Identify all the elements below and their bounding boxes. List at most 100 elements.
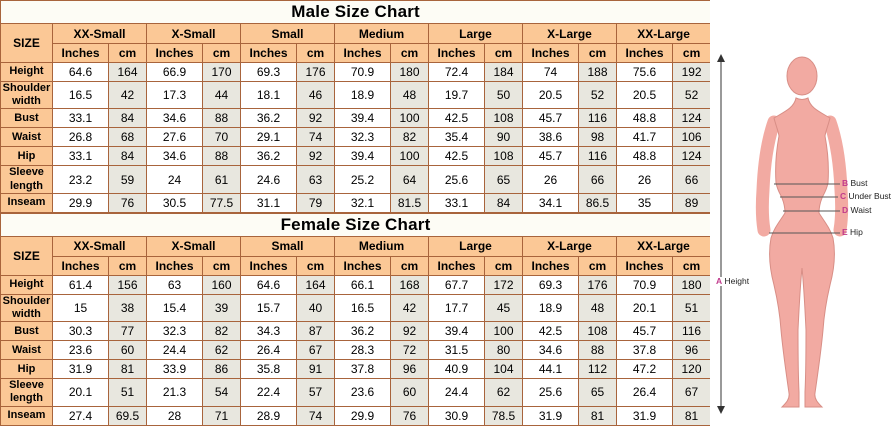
value-inches: 48.8 bbox=[616, 146, 673, 167]
unit-header-cm: cm bbox=[108, 43, 147, 63]
value-inches: 23.2 bbox=[52, 165, 109, 194]
height-arrow-bottom bbox=[717, 406, 725, 414]
value-inches: 27.4 bbox=[52, 405, 109, 426]
value-cm: 180 bbox=[390, 62, 429, 82]
value-cm: 38 bbox=[108, 293, 147, 323]
value-cm: 89 bbox=[671, 192, 712, 213]
value-inches: 23.6 bbox=[52, 340, 109, 361]
value-inches: 66.9 bbox=[146, 62, 203, 82]
value-inches: 23.6 bbox=[334, 378, 391, 407]
value-cm: 66 bbox=[671, 165, 712, 194]
size-column-header: SIZE bbox=[0, 23, 53, 63]
value-inches: 30.3 bbox=[52, 321, 109, 342]
value-cm: 82 bbox=[202, 321, 241, 342]
value-inches: 75.6 bbox=[616, 62, 673, 82]
value-inches: 70.9 bbox=[616, 274, 673, 295]
size-header: X-Large bbox=[522, 235, 617, 257]
value-cm: 91 bbox=[296, 359, 335, 380]
value-inches: 66.1 bbox=[334, 274, 391, 295]
value-cm: 188 bbox=[578, 62, 617, 82]
value-cm: 77 bbox=[108, 321, 147, 342]
value-cm: 64 bbox=[390, 165, 429, 194]
unit-header-cm: cm bbox=[390, 43, 429, 63]
value-cm: 172 bbox=[484, 274, 523, 295]
value-cm: 84 bbox=[108, 108, 147, 129]
value-inches: 26.4 bbox=[240, 340, 297, 361]
unit-header-cm: cm bbox=[671, 43, 712, 63]
value-inches: 42.5 bbox=[522, 321, 579, 342]
value-inches: 30.5 bbox=[146, 192, 203, 213]
value-inches: 44.1 bbox=[522, 359, 579, 380]
measurement-label: Shoulder width bbox=[0, 293, 53, 323]
value-cm: 104 bbox=[484, 359, 523, 380]
value-inches: 45.7 bbox=[522, 108, 579, 129]
value-cm: 100 bbox=[484, 321, 523, 342]
value-cm: 84 bbox=[484, 192, 523, 213]
value-cm: 79 bbox=[296, 192, 335, 213]
unit-header-cm: cm bbox=[108, 255, 147, 276]
value-inches: 32.3 bbox=[334, 127, 391, 148]
value-inches: 16.5 bbox=[52, 80, 109, 110]
value-cm: 77.5 bbox=[202, 192, 241, 213]
measurement-label: Waist bbox=[0, 340, 53, 361]
value-inches: 18.1 bbox=[240, 80, 297, 110]
under-bust-label-text: Under Bust bbox=[848, 191, 892, 201]
value-cm: 184 bbox=[484, 62, 523, 82]
value-cm: 74 bbox=[296, 405, 335, 426]
value-cm: 120 bbox=[671, 359, 712, 380]
value-inches: 33.1 bbox=[52, 108, 109, 129]
height-arrow-top bbox=[717, 54, 725, 62]
value-cm: 100 bbox=[390, 108, 429, 129]
value-cm: 46 bbox=[296, 80, 335, 110]
value-cm: 69.5 bbox=[108, 405, 147, 426]
value-inches: 30.9 bbox=[428, 405, 485, 426]
figure-body bbox=[769, 97, 835, 408]
male-size-chart-table: Male Size Chart SIZE XX-Small X-Small Small M… bbox=[0, 0, 712, 213]
value-inches: 22.4 bbox=[240, 378, 297, 407]
value-cm: 78.5 bbox=[484, 405, 523, 426]
value-inches: 39.4 bbox=[334, 146, 391, 167]
value-cm: 156 bbox=[108, 274, 147, 295]
value-inches: 24.6 bbox=[240, 165, 297, 194]
value-inches: 64.6 bbox=[240, 274, 297, 295]
measurement-label: Height bbox=[0, 62, 53, 82]
value-inches: 35 bbox=[616, 192, 673, 213]
value-cm: 176 bbox=[578, 274, 617, 295]
unit-header-cm: cm bbox=[671, 255, 712, 276]
value-inches: 69.3 bbox=[240, 62, 297, 82]
value-cm: 48 bbox=[390, 80, 429, 110]
value-inches: 33.9 bbox=[146, 359, 203, 380]
value-inches: 34.6 bbox=[146, 146, 203, 167]
value-inches: 19.7 bbox=[428, 80, 485, 110]
value-cm: 80 bbox=[484, 340, 523, 361]
measurement-label: Sleeve length bbox=[0, 165, 53, 194]
value-inches: 36.2 bbox=[240, 146, 297, 167]
value-cm: 62 bbox=[202, 340, 241, 361]
height-label-text: Height bbox=[724, 276, 750, 286]
value-cm: 45 bbox=[484, 293, 523, 323]
size-header: XX-Large bbox=[615, 235, 712, 257]
value-cm: 76 bbox=[390, 405, 429, 426]
unit-header-cm: cm bbox=[296, 43, 335, 63]
body-figure-illustration bbox=[717, 54, 849, 414]
value-cm: 180 bbox=[671, 274, 712, 295]
value-inches: 38.6 bbox=[522, 127, 579, 148]
value-cm: 72 bbox=[390, 340, 429, 361]
value-inches: 25.6 bbox=[428, 165, 485, 194]
value-inches: 40.9 bbox=[428, 359, 485, 380]
value-inches: 18.9 bbox=[522, 293, 579, 323]
value-inches: 29.9 bbox=[334, 405, 391, 426]
unit-header-inches: Inches bbox=[240, 43, 297, 63]
value-cm: 42 bbox=[390, 293, 429, 323]
value-cm: 62 bbox=[484, 378, 523, 407]
unit-header-cm: cm bbox=[484, 43, 523, 63]
value-inches: 29.1 bbox=[240, 127, 297, 148]
unit-header-inches: Inches bbox=[334, 255, 391, 276]
value-inches: 25.2 bbox=[334, 165, 391, 194]
value-cm: 68 bbox=[108, 127, 147, 148]
value-cm: 112 bbox=[578, 359, 617, 380]
value-inches: 15 bbox=[52, 293, 109, 323]
value-cm: 51 bbox=[671, 293, 712, 323]
chart-title: Female Size Chart bbox=[0, 212, 712, 237]
